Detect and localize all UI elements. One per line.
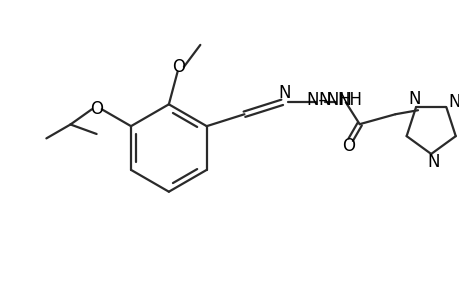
Text: N: N [317,91,330,109]
Text: N: N [277,84,290,102]
Text: O: O [90,100,103,118]
Text: N: N [426,153,438,171]
Text: O: O [341,136,354,154]
Text: N–NH: N–NH [305,91,351,109]
Text: NH: NH [337,91,362,109]
Text: N: N [447,93,459,111]
Text: N: N [408,90,420,108]
Text: O: O [172,58,185,76]
